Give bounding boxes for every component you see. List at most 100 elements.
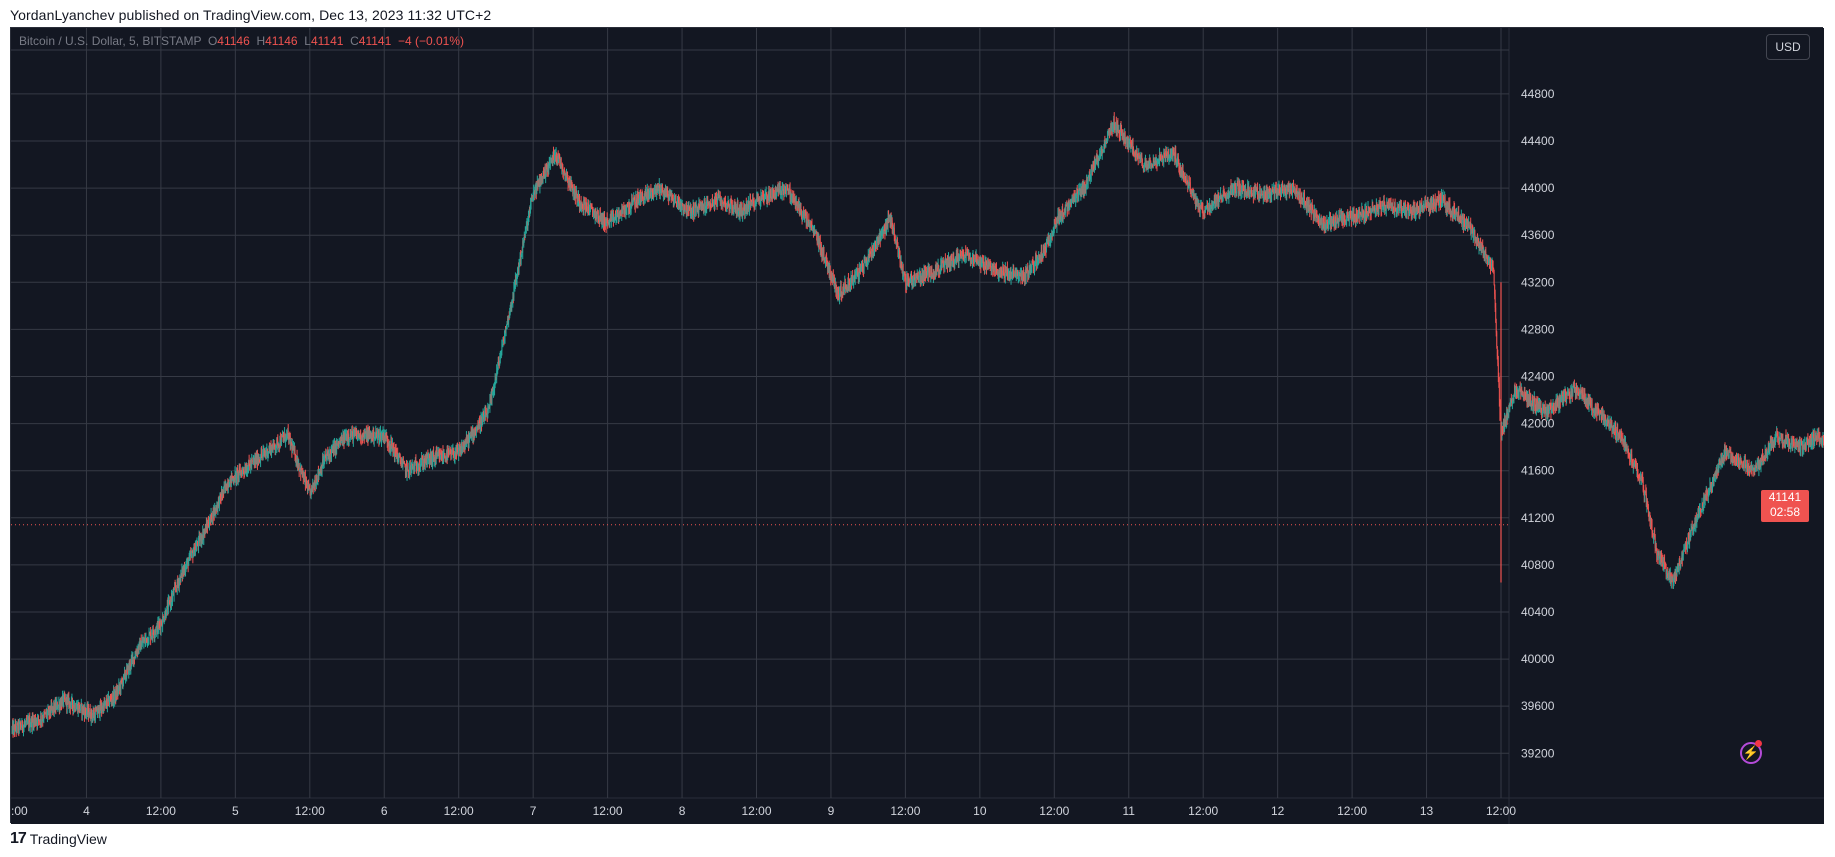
candle-body [291, 443, 293, 451]
candle-body [965, 253, 967, 256]
candle-body [1270, 193, 1271, 198]
candle-body [329, 450, 331, 459]
candle-body [994, 265, 996, 271]
candle-body [316, 480, 318, 482]
candle-body [667, 192, 669, 197]
candle-body [536, 184, 538, 194]
candle-body [819, 241, 821, 245]
candle-body [1059, 212, 1061, 219]
candle-body [786, 188, 788, 191]
candle-body [520, 256, 522, 261]
candle-body [47, 708, 49, 713]
candle-body [1013, 269, 1015, 273]
candle-body [159, 623, 161, 626]
candle-body [592, 211, 594, 214]
candle-body [742, 213, 744, 216]
candle-body [662, 188, 664, 196]
candle-body [745, 204, 747, 213]
candle-body [105, 701, 107, 703]
candle-body [914, 277, 916, 282]
candle-body [700, 205, 701, 207]
candle-body [38, 719, 40, 721]
candle-body [865, 261, 867, 263]
candle-body [223, 486, 225, 493]
candle-body [556, 157, 558, 160]
candle-body [1113, 118, 1115, 129]
candle-body [235, 472, 236, 474]
candle-body [278, 443, 280, 447]
candle-body [17, 722, 19, 730]
candle-body [409, 466, 411, 474]
candle-body [1169, 150, 1171, 156]
candle-body [724, 200, 726, 202]
candle-body [345, 436, 346, 440]
candle-body [468, 436, 469, 445]
candle-body [1049, 242, 1051, 246]
candle-body [82, 706, 84, 713]
candlestick-chart[interactable]: 3920039600400004040040800412004160042000… [11, 28, 1824, 824]
candle-body [1106, 139, 1107, 141]
candle-body [709, 202, 711, 207]
candle-body [1008, 274, 1009, 276]
candle-body [1107, 134, 1108, 140]
candle-body [79, 705, 81, 711]
candle-body [49, 706, 50, 714]
candle-body [635, 197, 637, 207]
candle-body [154, 630, 156, 633]
candle-body [230, 475, 232, 484]
candle-body [1015, 272, 1017, 276]
candle-body [1242, 186, 1244, 193]
candle-body [192, 552, 194, 558]
candle-body [1153, 160, 1155, 162]
time-tick-label: 4 [83, 804, 90, 818]
candle-body [101, 705, 103, 711]
candle-body [1071, 201, 1072, 203]
candle-body [287, 430, 289, 433]
candle-body [338, 444, 340, 446]
candle-body [1125, 142, 1127, 144]
candle-body [400, 463, 402, 468]
candle-body [120, 680, 122, 690]
candle-body [48, 708, 50, 714]
candle-body [898, 254, 899, 255]
candle-body [184, 568, 185, 573]
candle-body [54, 703, 56, 711]
candle-body [805, 215, 807, 223]
candle-body [287, 430, 289, 436]
candle-body [533, 190, 535, 192]
candle-body [1069, 208, 1070, 210]
candle-body [785, 189, 787, 192]
time-tick-label: 10 [973, 804, 987, 818]
candle-body [978, 265, 980, 267]
candle-body [630, 203, 632, 209]
candle-body [1158, 160, 1160, 162]
candle-body [228, 486, 230, 488]
candle-body [1173, 152, 1175, 153]
candle-body [1234, 186, 1236, 193]
candle-body [513, 286, 515, 288]
price-tick-label: 44400 [1521, 134, 1555, 148]
candle-body [580, 202, 581, 205]
candle-body [1263, 190, 1265, 196]
candle-body [555, 155, 556, 158]
candle-body [1147, 165, 1149, 168]
candle-body [496, 371, 498, 380]
candle-body [885, 222, 887, 230]
candle-body [279, 438, 281, 447]
candle-body [1058, 214, 1060, 222]
candle-body [803, 209, 805, 217]
candle-body [226, 489, 228, 491]
candle-body [1240, 190, 1242, 193]
candle-body [511, 303, 513, 305]
candle-body [336, 443, 338, 449]
candle-body [833, 276, 835, 289]
candle-body [626, 209, 627, 212]
chart-panel[interactable]: 39200 39600 40000 40400 40800 41200 41600 42000… [10, 27, 1824, 824]
candle-body [121, 680, 123, 682]
candle-body [1279, 187, 1280, 189]
candle-body [212, 511, 214, 519]
candle-body [787, 188, 788, 190]
candle-body [311, 485, 313, 489]
candle-body [823, 249, 824, 255]
candle-body [1087, 177, 1089, 182]
